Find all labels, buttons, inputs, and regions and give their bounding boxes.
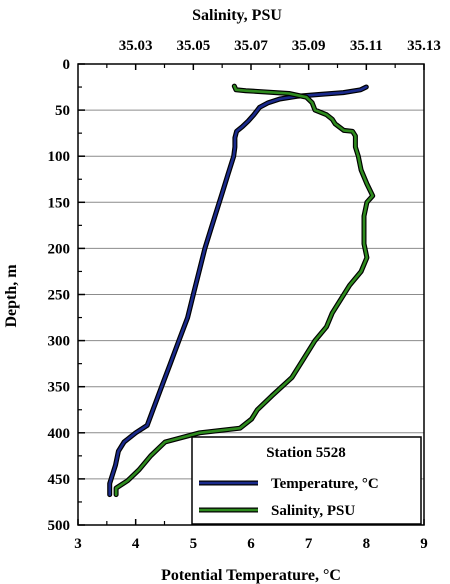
legend-label-salinity: Salinity, PSU: [271, 503, 355, 519]
y-tick-label: 400: [48, 426, 71, 442]
y-tick-label: 250: [48, 288, 71, 304]
y-tick-label: 500: [48, 518, 71, 534]
y-tick-label: 300: [48, 334, 71, 350]
y-axis-title: Depth, m: [3, 264, 20, 328]
top-axis-title: Salinity, PSU: [192, 7, 282, 24]
top-tick-label: 35.03: [119, 38, 153, 54]
y-tick-label: 450: [48, 472, 71, 488]
y-tick-label: 200: [48, 241, 71, 257]
top-tick-label: 35.09: [292, 38, 326, 54]
bottom-tick-label: 4: [132, 536, 140, 552]
y-tick-label: 50: [55, 103, 70, 119]
y-tick-label: 100: [48, 149, 71, 165]
bottom-tick-label: 9: [420, 536, 428, 552]
y-tick-label: 350: [48, 380, 71, 396]
gridlines: [78, 109, 424, 480]
bottom-tick-label: 5: [190, 536, 198, 552]
bottom-tick-label: 3: [74, 536, 82, 552]
series-line-temperature-outline: [107, 84, 369, 498]
y-tick-label: 0: [63, 57, 71, 73]
series-layer: [107, 83, 376, 498]
top-tick-label: 35.13: [407, 38, 441, 54]
legend-title: Station 5528: [266, 445, 346, 461]
series-line-salinity-outline: [113, 83, 376, 498]
bottom-axis-title: Potential Temperature, °C: [161, 567, 341, 584]
series-line-salinity: [114, 84, 375, 496]
bottom-tick-label: 7: [305, 536, 313, 552]
legend-label-temperature: Temperature, °C: [271, 476, 379, 492]
top-tick-label: 35.05: [176, 38, 210, 54]
y-tick-label: 150: [48, 195, 71, 211]
legend: Station 5528 Temperature, °C Salinity, P…: [191, 436, 422, 525]
series-line-temperature: [108, 85, 368, 496]
top-tick-label: 35.07: [234, 38, 268, 54]
bottom-tick-label: 8: [363, 536, 371, 552]
top-tick-label: 35.11: [350, 38, 383, 54]
bottom-tick-label: 6: [247, 536, 255, 552]
